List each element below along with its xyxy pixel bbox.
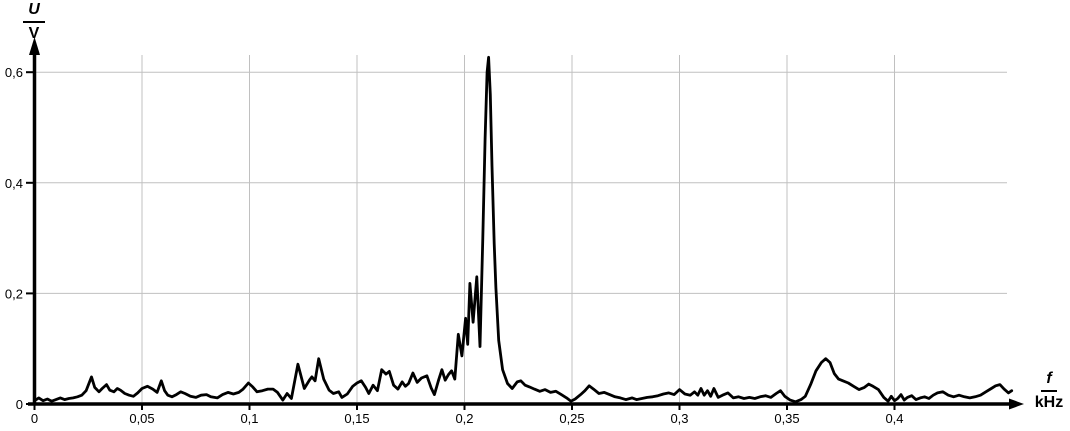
x-tick-label: 0,3 — [670, 411, 688, 426]
y-axis-label-numerator: U — [23, 2, 45, 23]
x-tick-label: 0 — [31, 411, 38, 426]
x-tick-label: 0,05 — [129, 411, 154, 426]
x-axis-label: f kHz — [1028, 371, 1070, 411]
y-tick-label: 0 — [16, 397, 23, 412]
y-tick-label: 0,2 — [5, 286, 23, 301]
x-tick-label: 0,25 — [559, 411, 584, 426]
x-tick-label: 0,1 — [240, 411, 258, 426]
x-axis-arrow — [1009, 398, 1024, 410]
x-axis-label-numerator: f — [1041, 371, 1057, 392]
y-axis-arrow — [29, 37, 40, 55]
y-tick-label: 0,6 — [5, 65, 23, 80]
x-tick-label: 0,35 — [774, 411, 799, 426]
x-tick-label: 0,15 — [344, 411, 369, 426]
y-tick-label: 0,4 — [5, 176, 23, 191]
y-axis-label: U V — [16, 2, 52, 42]
y-axis-label-denominator: V — [28, 25, 40, 42]
x-axis-label-denominator: kHz — [1034, 394, 1064, 411]
x-tick-label: 0,4 — [885, 411, 903, 426]
x-tick-label: 0,2 — [455, 411, 473, 426]
spectrum-curve — [33, 55, 1014, 404]
